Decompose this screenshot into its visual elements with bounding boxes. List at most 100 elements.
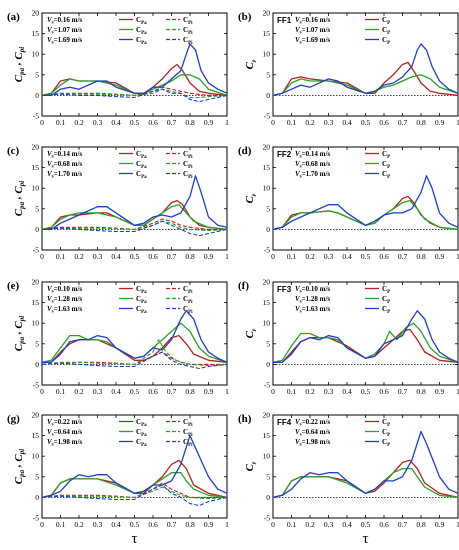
x-tick-label: 0.8: [185, 118, 195, 127]
x-tick-label: 0.6: [148, 252, 158, 261]
y-tick-label: 20: [32, 411, 40, 420]
x-tick-label: 0: [271, 520, 275, 529]
x-tick-label: 0.3: [93, 252, 103, 261]
legend-speed-label: Vs=0.10 m/s: [295, 285, 330, 295]
series-line-pi-2: [41, 88, 228, 103]
x-tick-label: 0.1: [56, 252, 66, 261]
panel-label: (b): [238, 11, 252, 23]
legend-speed-label: Vs=0.68 m/s: [295, 160, 330, 170]
y-axis-label: Cpa , Cpi: [11, 449, 26, 484]
series-line-pi-0: [41, 218, 227, 230]
y-tick-label: 15: [263, 298, 271, 307]
series-line-pi-2: [41, 220, 228, 237]
y-axis-label: Cp: [244, 328, 257, 338]
y-tick-label: 15: [32, 431, 40, 440]
y-tick-label: 0: [266, 360, 270, 369]
y-tick-label: 15: [32, 298, 40, 307]
y-tick-label: 20: [263, 411, 271, 420]
x-tick-label: 0: [40, 252, 44, 261]
legend-speed-label: Vs=0.64 m/s: [295, 428, 330, 438]
y-tick-label: 5: [35, 472, 39, 481]
x-tick-label: 0.9: [435, 520, 445, 529]
legend-speed-label: Vs=0.10 m/s: [47, 285, 82, 295]
x-tick-label: 0.1: [56, 118, 66, 127]
x-tick-label: 0.7: [398, 387, 408, 396]
x-tick-label: 0.5: [130, 520, 140, 529]
legend-pi-label: CPi: [183, 26, 193, 36]
x-tick-label: 0: [271, 387, 275, 396]
legend-speed-label: Vs=1.07 m/s: [295, 26, 330, 36]
x-tick-label: 0.1: [287, 520, 297, 529]
x-tick-label: 1: [225, 387, 229, 396]
y-tick-label: 0: [266, 225, 270, 234]
legend-pa-label: CPa: [136, 418, 147, 428]
x-tick-label: 0.7: [167, 252, 177, 261]
x-tick-label: 0.8: [416, 118, 426, 127]
y-tick-label: 20: [32, 9, 40, 18]
x-tick-label: 0.8: [185, 252, 195, 261]
x-tick-label: 1: [456, 252, 459, 261]
series-line-pi-1: [41, 339, 228, 367]
x-tick-label: 0.8: [416, 520, 426, 529]
series-line-p-1: [272, 199, 459, 231]
x-tick-label: 0.4: [111, 387, 121, 396]
x-tick-label: 0.4: [111, 520, 121, 529]
legend-pi-label: CPi: [183, 295, 193, 305]
series-line-pi-0: [41, 482, 227, 498]
legend-pa-label: CPa: [136, 36, 147, 46]
x-tick-label: 0.9: [435, 387, 445, 396]
x-tick-label: 0.8: [185, 520, 195, 529]
legend-pa-label: CPa: [136, 26, 147, 36]
legend-speed-label: Vs=0.14 m/s: [47, 150, 82, 160]
legend-p-label: CP: [382, 438, 390, 448]
x-tick-label: 0.5: [361, 252, 371, 261]
x-tick-label: 0.7: [167, 118, 177, 127]
x-tick-label: 0.4: [342, 387, 352, 396]
legend-p-label: CP: [382, 160, 390, 170]
legend-speed-label: Vs=1.63 m/s: [47, 305, 82, 315]
x-tick-label: 0.2: [305, 118, 315, 127]
y-tick-label: 5: [266, 472, 270, 481]
x-tick-label: 0.6: [148, 118, 158, 127]
series-line-pa-2: [42, 43, 228, 97]
legend-pi-label: CPi: [183, 170, 193, 180]
x-tick-label: 0.9: [204, 520, 214, 529]
y-tick-label: 10: [263, 452, 271, 461]
y-tick-label: -5: [33, 514, 39, 523]
y-axis-label-text: Cpa , Cpi: [11, 181, 26, 216]
x-tick-label: 0.1: [56, 387, 66, 396]
legend-pi-label: CPi: [183, 285, 193, 295]
legend-p-label: CP: [382, 295, 390, 305]
legend-speed-label: Vs=0.22 m/s: [295, 418, 330, 428]
legend-speed-label: Vs=0.16 m/s: [47, 16, 82, 26]
legend-pa-label: CPa: [136, 438, 147, 448]
x-tick-label: 0.1: [56, 520, 66, 529]
x-tick-label: 0.7: [398, 520, 408, 529]
panel-tag: FF4: [277, 418, 292, 427]
panel-label: (d): [238, 145, 252, 157]
series-line-p-2: [272, 175, 459, 231]
legend-speed-label: Vs=1.63 m/s: [295, 305, 330, 315]
x-tick-label: 0.5: [361, 387, 371, 396]
x-tick-label: 0.6: [379, 387, 389, 396]
legend-speed-label: Vs=0.16 m/s: [295, 16, 330, 26]
x-tick-label: 0.8: [416, 252, 426, 261]
y-axis-label-text: Cpa , Cpi: [11, 316, 26, 351]
panel-label: (f): [238, 280, 249, 292]
y-tick-label: 5: [35, 204, 39, 213]
legend-speed-label: Vs=1.07 m/s: [47, 26, 82, 36]
legend-pi-label: CPi: [183, 418, 193, 428]
x-tick-label: 1: [456, 520, 459, 529]
y-tick-label: 5: [35, 70, 39, 79]
legend-speed-label: Vs=0.22 m/s: [47, 418, 82, 428]
y-tick-label: 5: [266, 70, 270, 79]
x-tick-label: 0.3: [93, 118, 103, 127]
legend-pa-label: CPa: [136, 160, 147, 170]
y-tick-label: 20: [263, 9, 271, 18]
y-tick-label: 5: [266, 339, 270, 348]
series-line-pa-1: [41, 204, 228, 231]
y-axis-label-text: Cp: [244, 193, 257, 203]
series-line-p-1: [272, 322, 459, 363]
